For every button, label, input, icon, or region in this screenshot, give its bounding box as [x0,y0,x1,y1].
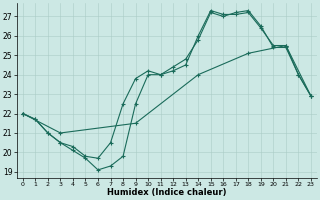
X-axis label: Humidex (Indice chaleur): Humidex (Indice chaleur) [107,188,227,197]
